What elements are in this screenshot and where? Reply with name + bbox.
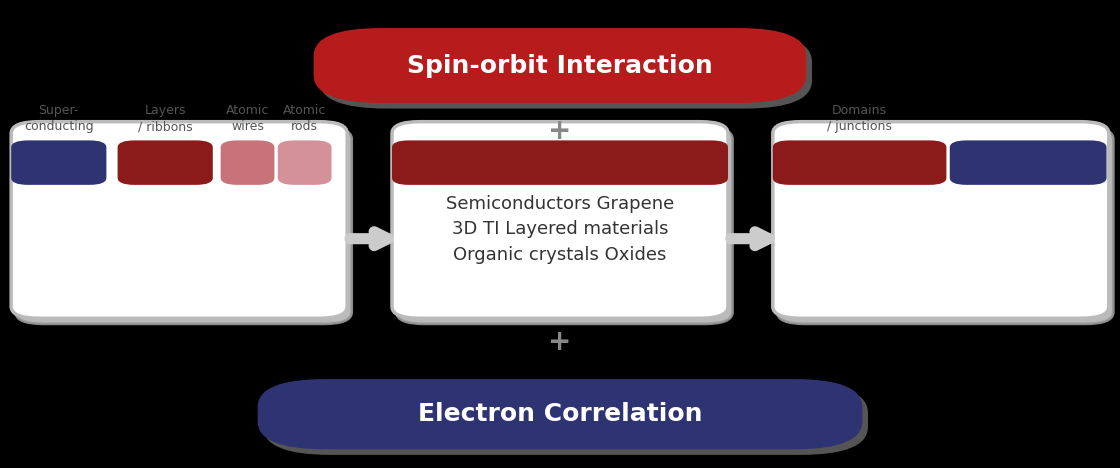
Text: 3D TI Layered materials: 3D TI Layered materials (451, 220, 669, 238)
FancyBboxPatch shape (392, 122, 728, 318)
Text: Organic crystals Oxides: Organic crystals Oxides (454, 246, 666, 264)
Text: Layers
/ ribbons: Layers / ribbons (138, 104, 193, 133)
Text: +: + (549, 328, 571, 356)
FancyBboxPatch shape (118, 140, 213, 185)
FancyBboxPatch shape (263, 385, 868, 455)
FancyBboxPatch shape (221, 140, 274, 185)
FancyBboxPatch shape (314, 28, 806, 103)
Text: Domains
/ junctions: Domains / junctions (828, 104, 892, 133)
Text: +: + (549, 117, 571, 145)
FancyBboxPatch shape (396, 127, 732, 324)
FancyBboxPatch shape (319, 34, 812, 109)
Text: Electron Correlation: Electron Correlation (418, 402, 702, 426)
FancyBboxPatch shape (16, 127, 352, 324)
FancyBboxPatch shape (777, 127, 1113, 324)
Text: Semiconductors Grapene: Semiconductors Grapene (446, 195, 674, 212)
Text: Atomic
rods: Atomic rods (283, 104, 326, 133)
FancyBboxPatch shape (278, 140, 332, 185)
Text: Super-
conducting: Super- conducting (24, 104, 94, 133)
FancyBboxPatch shape (258, 379, 862, 449)
FancyBboxPatch shape (392, 140, 728, 185)
Text: Spin-orbit Interaction: Spin-orbit Interaction (408, 53, 712, 78)
FancyBboxPatch shape (11, 122, 347, 318)
FancyBboxPatch shape (950, 140, 1107, 185)
FancyBboxPatch shape (773, 122, 1109, 318)
FancyBboxPatch shape (11, 140, 106, 185)
Text: Atomic
wires: Atomic wires (226, 104, 269, 133)
FancyBboxPatch shape (773, 140, 946, 185)
